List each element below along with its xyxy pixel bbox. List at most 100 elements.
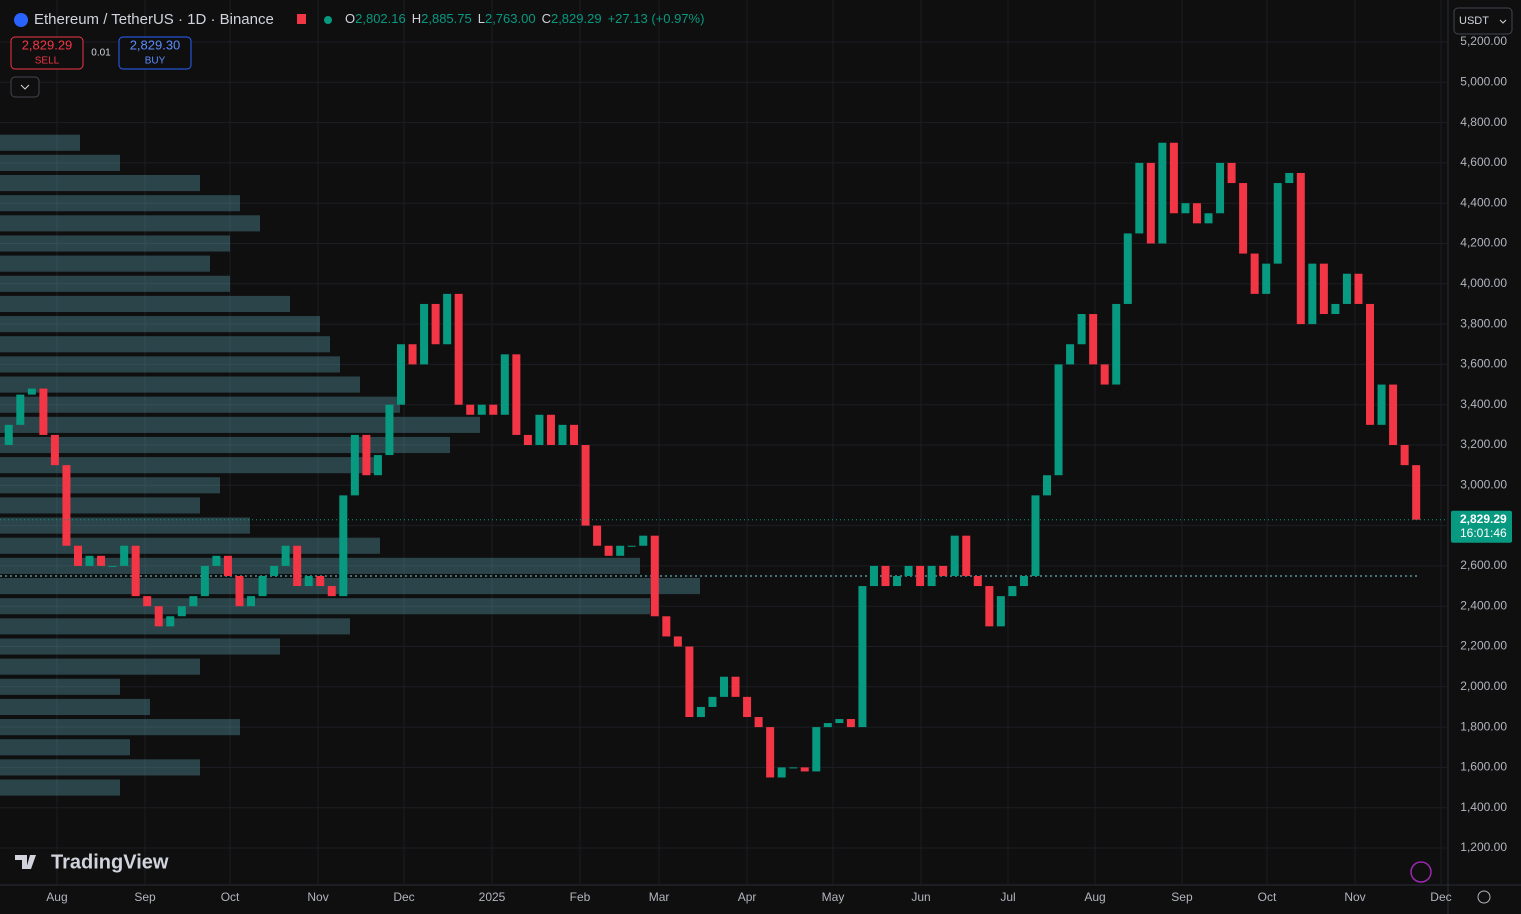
ohlc-value: 2,763.00: [485, 11, 536, 26]
candle: [927, 565, 936, 587]
x-tick-label: Aug: [46, 890, 67, 904]
spread: 0.01: [91, 48, 111, 59]
candle: [973, 575, 982, 587]
volume-bar: [0, 638, 280, 655]
collapse-button[interactable]: [10, 76, 40, 98]
candle: [1285, 172, 1294, 184]
candle: [1250, 253, 1259, 294]
ohlc-value: 2,885.75: [421, 11, 472, 26]
x-tick-label: Dec: [393, 890, 414, 904]
candle: [708, 696, 717, 707]
candle: [1135, 162, 1144, 234]
x-tick-label: Mar: [649, 890, 670, 904]
alert-icon[interactable]: [1410, 861, 1432, 883]
x-tick-label: Jun: [911, 890, 930, 904]
y-tick-label: 2,600.00: [1460, 558, 1507, 572]
candle: [685, 646, 694, 718]
candle: [1227, 162, 1236, 184]
candle: [466, 404, 475, 415]
y-tick-label: 4,000.00: [1460, 276, 1507, 290]
currency-button[interactable]: [1453, 7, 1513, 35]
status-dot: [324, 16, 332, 24]
candle: [1019, 575, 1028, 587]
x-tick-label: Sep: [134, 890, 156, 904]
candle: [593, 525, 602, 546]
candle: [1066, 344, 1075, 365]
y-tick-label: 3,400.00: [1460, 397, 1507, 411]
candle: [1008, 586, 1017, 597]
y-tick-label: 4,400.00: [1460, 195, 1507, 209]
candle: [293, 545, 302, 587]
y-tick-label: 1,400.00: [1460, 800, 1507, 814]
candle: [627, 545, 636, 547]
buy-button[interactable]: [118, 36, 192, 70]
candle: [1239, 183, 1248, 254]
change: +27.13 (+0.97%): [608, 11, 705, 26]
symbol: Ethereum / TetherUS · 1D · Binance: [34, 11, 274, 28]
candle: [777, 767, 786, 778]
volume-bar: [0, 416, 480, 433]
volume-bar: [0, 154, 120, 171]
candle: [235, 575, 244, 607]
candle: [1123, 233, 1132, 304]
volume-bar: [0, 255, 210, 272]
y-tick-label: 3,600.00: [1460, 357, 1507, 371]
candle: [316, 575, 325, 587]
candle: [950, 535, 959, 576]
candle: [1054, 364, 1063, 476]
volume-bar: [0, 779, 120, 796]
y-tick-label: 4,800.00: [1460, 115, 1507, 129]
candle: [1216, 162, 1225, 214]
candle: [546, 414, 555, 445]
volume-bar: [0, 477, 220, 494]
x-tick-label: Dec: [1430, 890, 1451, 904]
candle: [812, 727, 821, 772]
volume-bar: [0, 557, 640, 574]
candle: [616, 545, 625, 556]
volume-bar: [0, 577, 700, 595]
candles: [4, 142, 1421, 778]
candle: [869, 565, 878, 587]
candle: [200, 565, 209, 597]
candle: [212, 555, 221, 566]
candle: [62, 465, 71, 546]
volume-bar: [0, 739, 130, 756]
candle: [939, 565, 948, 576]
candle: [881, 565, 890, 587]
volume-bar: [0, 759, 200, 776]
candle: [581, 445, 590, 526]
candle: [270, 565, 279, 576]
candle: [766, 727, 775, 778]
candle: [154, 606, 163, 627]
candle: [1400, 445, 1409, 466]
flag[interactable]: [297, 14, 306, 24]
candle: [639, 535, 648, 546]
candle: [1342, 273, 1351, 304]
y-tick-label: 4,600.00: [1460, 155, 1507, 169]
candle: [408, 344, 417, 365]
candle: [673, 636, 682, 647]
volume-bar: [0, 396, 400, 413]
volume-bar: [0, 678, 120, 695]
volume-bar: [0, 719, 240, 736]
candle: [16, 394, 25, 425]
symbol-icon: [14, 13, 28, 27]
candle: [1296, 172, 1305, 325]
candle: [1204, 213, 1213, 224]
volume-bar: [0, 658, 200, 675]
x-tick-label: Nov: [1344, 890, 1365, 904]
candle: [1308, 263, 1317, 325]
ohlc-key: O: [345, 11, 355, 26]
volume-bar: [0, 134, 80, 151]
y-tick-label: 2,200.00: [1460, 639, 1507, 653]
y-tick-label: 3,800.00: [1460, 316, 1507, 330]
settings-icon[interactable]: [1477, 890, 1491, 904]
candle: [50, 434, 59, 466]
sell-button[interactable]: [10, 36, 84, 70]
y-tick-label: 5,000.00: [1460, 74, 1507, 88]
volume-bar: [0, 457, 380, 474]
candle: [696, 706, 705, 718]
sell-price: 2,829.29: [22, 37, 73, 52]
candle: [131, 545, 140, 597]
y-tick-label: 2,400.00: [1460, 598, 1507, 612]
